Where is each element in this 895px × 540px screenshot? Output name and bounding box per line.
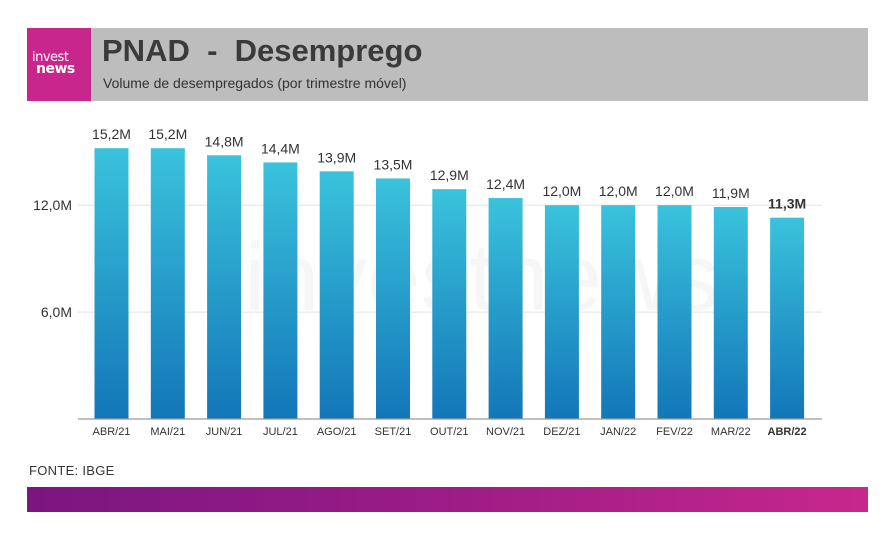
bar bbox=[207, 155, 242, 420]
bar-value-label: 15,2M bbox=[148, 126, 187, 142]
x-tick-label: MAI/21 bbox=[150, 426, 185, 438]
x-tick-label: NOV/21 bbox=[486, 426, 525, 438]
x-tick-label: MAR/22 bbox=[711, 426, 751, 438]
x-tick-label: AGO/21 bbox=[317, 426, 357, 438]
bar-value-label: 11,3M bbox=[768, 196, 806, 212]
x-tick-label: JUN/21 bbox=[206, 426, 243, 438]
bar bbox=[319, 171, 354, 419]
source-note: FONTE: IBGE bbox=[29, 463, 115, 478]
chart-subtitle: Volume de desempregados (por trimestre m… bbox=[103, 75, 407, 91]
bar bbox=[657, 205, 692, 419]
bar-value-label: 12,0M bbox=[542, 183, 581, 199]
bar-value-label: 14,4M bbox=[261, 140, 300, 156]
chart-title: PNAD - Desemprego bbox=[102, 33, 423, 68]
bar bbox=[432, 189, 467, 419]
bar bbox=[713, 206, 748, 419]
bar bbox=[376, 178, 410, 419]
x-tick-label: OUT/21 bbox=[430, 426, 469, 438]
bar bbox=[544, 205, 579, 419]
x-tick-label: ABR/22 bbox=[768, 426, 807, 438]
bar bbox=[601, 205, 636, 419]
bar bbox=[488, 198, 523, 419]
bar bbox=[94, 148, 129, 419]
x-tick-label: DEZ/21 bbox=[543, 426, 580, 438]
bar bbox=[150, 148, 185, 419]
bar-value-label: 12,9M bbox=[430, 167, 469, 183]
bar-value-label: 11,9M bbox=[712, 185, 750, 201]
header-banner: invest news PNAD - Desemprego Volume de … bbox=[27, 28, 868, 101]
x-tick-label: FEV/22 bbox=[656, 426, 693, 438]
bar-value-label: 15,2M bbox=[92, 126, 131, 142]
bar bbox=[770, 217, 805, 419]
x-tick-label: JAN/22 bbox=[600, 426, 636, 438]
footer-bar bbox=[27, 487, 868, 512]
investnews-logo: invest news bbox=[27, 28, 91, 101]
bar-value-label: 14,8M bbox=[205, 133, 244, 149]
x-tick-label: JUL/21 bbox=[263, 426, 298, 438]
bar bbox=[263, 162, 298, 419]
bar-value-label: 12,4M bbox=[486, 176, 525, 192]
bar-value-label: 13,5M bbox=[374, 156, 413, 172]
bar-value-label: 12,0M bbox=[655, 183, 694, 199]
watermark: investnews bbox=[245, 224, 720, 331]
bar-value-label: 12,0M bbox=[599, 183, 638, 199]
y-tick-label: 6,0M bbox=[41, 304, 72, 320]
bar-value-label: 13,9M bbox=[317, 149, 356, 165]
x-tick-label: SET/21 bbox=[375, 426, 412, 438]
logo-text-news: news bbox=[36, 61, 75, 77]
y-tick-label: 12,0M bbox=[33, 197, 72, 213]
x-tick-label: ABR/21 bbox=[93, 426, 131, 438]
logo-text-invest: invest bbox=[32, 50, 69, 65]
